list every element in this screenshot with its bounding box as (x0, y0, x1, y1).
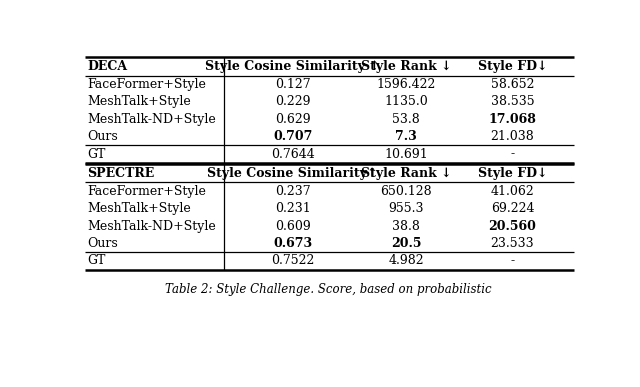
Text: GT: GT (87, 254, 106, 267)
Text: Style Cosine Similarity ↑: Style Cosine Similarity ↑ (205, 60, 380, 73)
Text: 650.128: 650.128 (380, 185, 432, 198)
Text: 38.535: 38.535 (491, 95, 534, 108)
Text: 20.560: 20.560 (488, 219, 536, 233)
Text: -: - (510, 254, 515, 267)
Text: 955.3: 955.3 (388, 202, 424, 215)
Text: 0.231: 0.231 (275, 202, 310, 215)
Text: 0.237: 0.237 (275, 185, 310, 198)
Text: MeshTalk+Style: MeshTalk+Style (87, 95, 191, 108)
Text: 53.8: 53.8 (392, 113, 420, 126)
Text: 10.691: 10.691 (384, 147, 428, 161)
Text: 0.127: 0.127 (275, 78, 310, 91)
Text: MeshTalk+Style: MeshTalk+Style (87, 202, 191, 215)
Text: DECA: DECA (87, 60, 127, 73)
Text: Table 2: Style Challenge. Score, based on probabilistic: Table 2: Style Challenge. Score, based o… (164, 283, 492, 296)
Text: 20.5: 20.5 (391, 237, 421, 250)
Text: 0.7522: 0.7522 (271, 254, 314, 267)
Text: 38.8: 38.8 (392, 219, 420, 233)
Text: MeshTalk-ND+Style: MeshTalk-ND+Style (87, 219, 216, 233)
Text: -: - (510, 147, 515, 161)
Text: 0.629: 0.629 (275, 113, 310, 126)
Text: FaceFormer+Style: FaceFormer+Style (87, 78, 206, 91)
Text: Ours: Ours (87, 237, 118, 250)
Text: Style FD↓: Style FD↓ (477, 60, 547, 73)
Text: FaceFormer+Style: FaceFormer+Style (87, 185, 206, 198)
Text: 1596.422: 1596.422 (376, 78, 436, 91)
Text: Style Rank ↓: Style Rank ↓ (361, 166, 451, 180)
Text: Style Cosine Similarity↑: Style Cosine Similarity↑ (207, 166, 378, 180)
Text: Style Rank ↓: Style Rank ↓ (361, 60, 451, 73)
Text: SPECTRE: SPECTRE (87, 166, 154, 180)
Text: GT: GT (87, 147, 106, 161)
Text: 0.707: 0.707 (273, 130, 312, 143)
Text: 0.7644: 0.7644 (271, 147, 314, 161)
Text: 0.609: 0.609 (275, 219, 310, 233)
Text: 0.673: 0.673 (273, 237, 312, 250)
Text: Ours: Ours (87, 130, 118, 143)
Text: 21.038: 21.038 (491, 130, 534, 143)
Text: 41.062: 41.062 (491, 185, 534, 198)
Text: 17.068: 17.068 (488, 113, 536, 126)
Text: MeshTalk-ND+Style: MeshTalk-ND+Style (87, 113, 216, 126)
Text: 7.3: 7.3 (396, 130, 417, 143)
Text: 1135.0: 1135.0 (384, 95, 428, 108)
Text: 23.533: 23.533 (491, 237, 534, 250)
Text: 0.229: 0.229 (275, 95, 310, 108)
Text: Style FD↓: Style FD↓ (477, 166, 547, 180)
Text: 58.652: 58.652 (491, 78, 534, 91)
Text: 69.224: 69.224 (491, 202, 534, 215)
Text: 4.982: 4.982 (388, 254, 424, 267)
